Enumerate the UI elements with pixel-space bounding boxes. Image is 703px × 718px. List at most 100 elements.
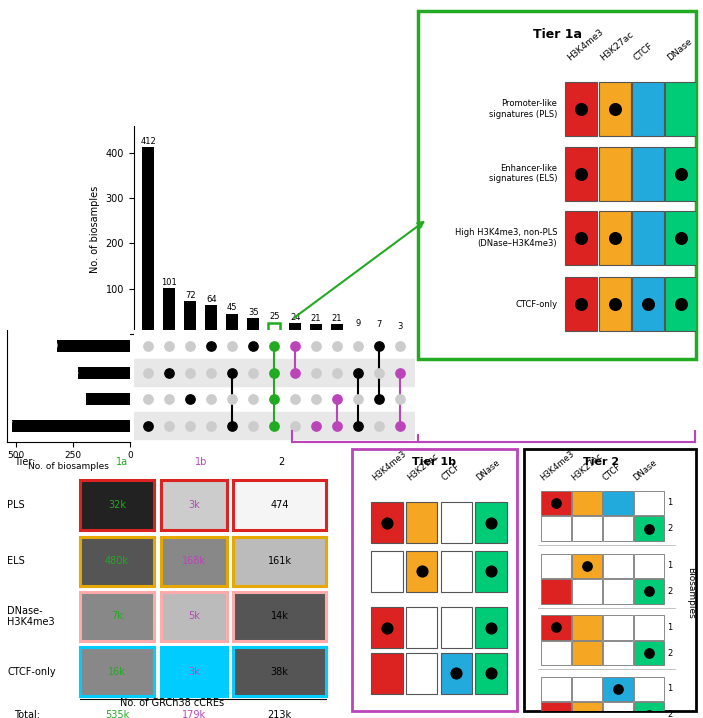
Bar (572, 579, 602, 604)
Bar (79, 536, 154, 587)
Point (576, 232, 587, 243)
Bar (599, 82, 631, 136)
Bar (634, 641, 664, 665)
Point (164, 420, 175, 432)
Point (332, 420, 343, 432)
Bar (603, 516, 633, 541)
Point (382, 517, 393, 528)
Bar (565, 146, 598, 200)
Bar (205, 305, 217, 334)
Point (226, 340, 238, 352)
Point (609, 232, 620, 243)
Bar (406, 607, 437, 648)
Text: DNase: DNase (665, 37, 693, 63)
Text: 101: 101 (162, 278, 177, 286)
Bar (441, 607, 472, 648)
Text: 35: 35 (248, 308, 259, 317)
Point (185, 340, 196, 352)
Point (609, 299, 620, 310)
Bar (269, 322, 280, 334)
Bar (371, 503, 403, 543)
Bar (233, 592, 326, 641)
Point (352, 420, 363, 432)
Text: 2: 2 (278, 457, 284, 467)
Bar (12, 420, 130, 432)
Point (486, 517, 497, 528)
Point (311, 420, 322, 432)
Bar (634, 579, 664, 604)
Point (143, 340, 154, 352)
Text: 1: 1 (668, 623, 673, 632)
Text: 3k: 3k (188, 500, 200, 510)
Bar (406, 551, 437, 592)
Text: 228: 228 (63, 368, 79, 377)
Bar (599, 277, 631, 331)
Bar (331, 325, 343, 334)
Text: CTCF: CTCF (600, 462, 623, 482)
Bar (406, 653, 437, 694)
Point (247, 393, 259, 405)
Bar (79, 647, 154, 696)
Point (290, 367, 301, 378)
Point (311, 393, 322, 405)
Point (416, 566, 427, 577)
Point (676, 168, 687, 180)
Bar (233, 647, 326, 696)
Bar (572, 641, 602, 665)
Text: 480k: 480k (105, 556, 129, 567)
Text: Tier 1a: Tier 1a (533, 28, 581, 41)
Point (269, 393, 280, 405)
Text: 1: 1 (668, 498, 673, 508)
Text: 2: 2 (668, 710, 673, 718)
Bar (161, 592, 227, 641)
Bar (79, 592, 154, 641)
Point (550, 622, 562, 633)
Text: 517: 517 (0, 421, 13, 430)
Point (226, 420, 238, 432)
Point (382, 622, 393, 633)
Text: DNase: DNase (475, 458, 501, 482)
Text: 24: 24 (290, 312, 300, 322)
Point (332, 340, 343, 352)
Text: 21: 21 (311, 314, 321, 323)
Text: CTCF-only: CTCF-only (515, 299, 557, 309)
Bar (541, 615, 571, 640)
Text: H3K4me3: H3K4me3 (565, 28, 605, 63)
Text: 1: 1 (668, 684, 673, 694)
Text: Enhancer-like
signatures (ELS): Enhancer-like signatures (ELS) (489, 164, 557, 183)
Text: 9: 9 (356, 320, 361, 328)
Point (269, 420, 280, 432)
Bar (475, 653, 507, 694)
Bar (79, 480, 154, 530)
Point (164, 367, 175, 378)
Bar (634, 554, 664, 578)
Point (373, 367, 385, 378)
Point (373, 420, 385, 432)
Bar (572, 516, 602, 541)
Bar (634, 615, 664, 640)
Point (247, 340, 259, 352)
Point (394, 393, 406, 405)
Y-axis label: No. of biosamples: No. of biosamples (90, 186, 100, 274)
Bar (475, 551, 507, 592)
Bar (632, 82, 664, 136)
Point (352, 340, 363, 352)
Point (609, 103, 620, 115)
Text: PLS: PLS (7, 500, 25, 510)
Text: 25: 25 (269, 312, 279, 321)
Bar (666, 277, 697, 331)
Text: 16k: 16k (108, 666, 126, 676)
Bar (406, 503, 437, 543)
Bar (634, 702, 664, 718)
Bar (634, 516, 664, 541)
Point (352, 393, 363, 405)
Bar (352, 330, 364, 334)
Bar (310, 325, 322, 334)
Bar (134, 360, 415, 386)
Point (581, 560, 593, 572)
Point (373, 393, 385, 405)
Text: Tier 1b: Tier 1b (412, 457, 456, 467)
Text: 474: 474 (271, 500, 289, 510)
Bar (475, 503, 507, 543)
Text: H3K4me3: H3K4me3 (370, 449, 408, 482)
